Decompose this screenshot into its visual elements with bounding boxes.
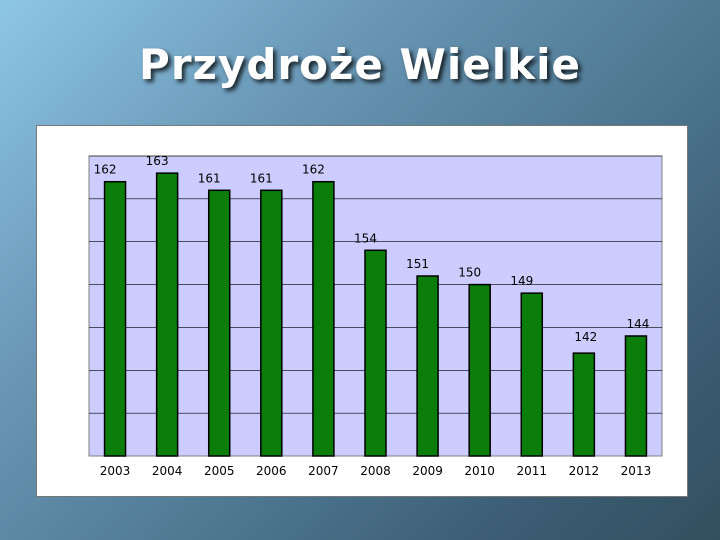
bar-2006 xyxy=(260,189,283,457)
x-tick-label-2013: 2013 xyxy=(621,464,652,478)
bar-2007 xyxy=(312,180,335,457)
bar-2004 xyxy=(155,172,179,457)
page-title: Przydroże Wielkie xyxy=(139,40,581,89)
bar-2012 xyxy=(572,352,596,457)
x-tick-label-2007: 2007 xyxy=(308,464,339,478)
x-tick-label-2009: 2009 xyxy=(412,464,443,478)
bar-2005 xyxy=(207,189,231,457)
data-label-2008: 154 xyxy=(354,231,377,245)
x-tick-label-2006: 2006 xyxy=(256,464,287,478)
x-tick-label-2008: 2008 xyxy=(360,464,391,478)
bar-2010 xyxy=(468,283,491,457)
chart-panel: 162 163 161 161 162 154 151 150 149 142 144 2003 20… xyxy=(36,125,688,497)
bar-chart: 162 163 161 161 162 154 151 150 149 142 144 2003 20… xyxy=(88,154,663,478)
data-label-2006: 161 xyxy=(250,171,273,185)
data-label-2004: 163 xyxy=(146,154,169,168)
data-label-2009: 151 xyxy=(406,257,429,271)
x-tick-label-2003: 2003 xyxy=(100,464,131,478)
data-label-2007: 162 xyxy=(302,163,325,177)
x-tick-label-2005: 2005 xyxy=(204,464,235,478)
data-label-2005: 161 xyxy=(198,171,221,185)
bar-2011 xyxy=(520,292,544,457)
data-label-2013: 144 xyxy=(627,317,650,331)
data-label-2011: 149 xyxy=(510,274,533,288)
data-label-2010: 150 xyxy=(458,266,481,280)
data-label-2012: 142 xyxy=(574,330,597,344)
data-label-2003: 162 xyxy=(94,163,117,177)
bar-2009 xyxy=(416,275,439,457)
bar-2008 xyxy=(364,249,387,457)
bar-2013 xyxy=(624,335,648,457)
x-tick-label-2011: 2011 xyxy=(516,464,547,478)
bar-2003 xyxy=(103,180,127,457)
x-tick-label-2012: 2012 xyxy=(569,464,600,478)
x-tick-label-2010: 2010 xyxy=(464,464,495,478)
x-tick-label-2004: 2004 xyxy=(152,464,183,478)
